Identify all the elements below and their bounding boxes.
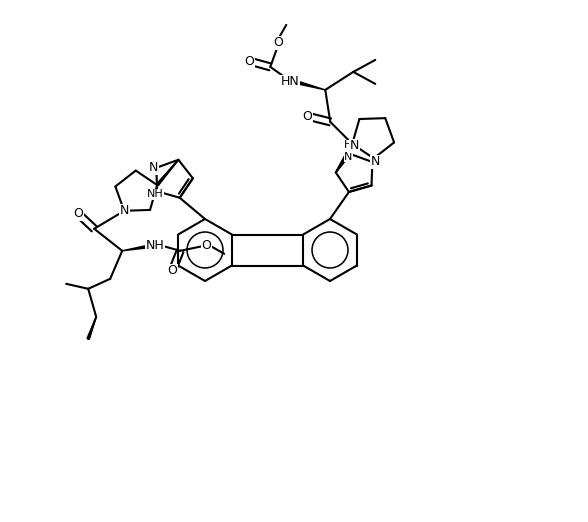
Text: HN: HN [281,75,300,88]
Text: O: O [74,207,83,220]
Text: N: N [149,161,158,174]
Polygon shape [122,244,152,251]
Polygon shape [156,160,178,186]
Text: N: N [370,156,380,169]
Text: O: O [201,239,211,252]
Text: O: O [167,264,177,277]
Text: N: N [350,139,359,152]
Text: NH: NH [146,239,165,252]
Polygon shape [87,317,96,339]
Text: O: O [245,55,254,68]
Text: NH: NH [147,189,163,199]
Polygon shape [336,143,353,172]
Text: O: O [302,110,312,123]
Text: O: O [273,37,283,50]
Polygon shape [295,80,325,90]
Text: N: N [119,204,129,217]
Text: H
N: H N [344,140,352,162]
